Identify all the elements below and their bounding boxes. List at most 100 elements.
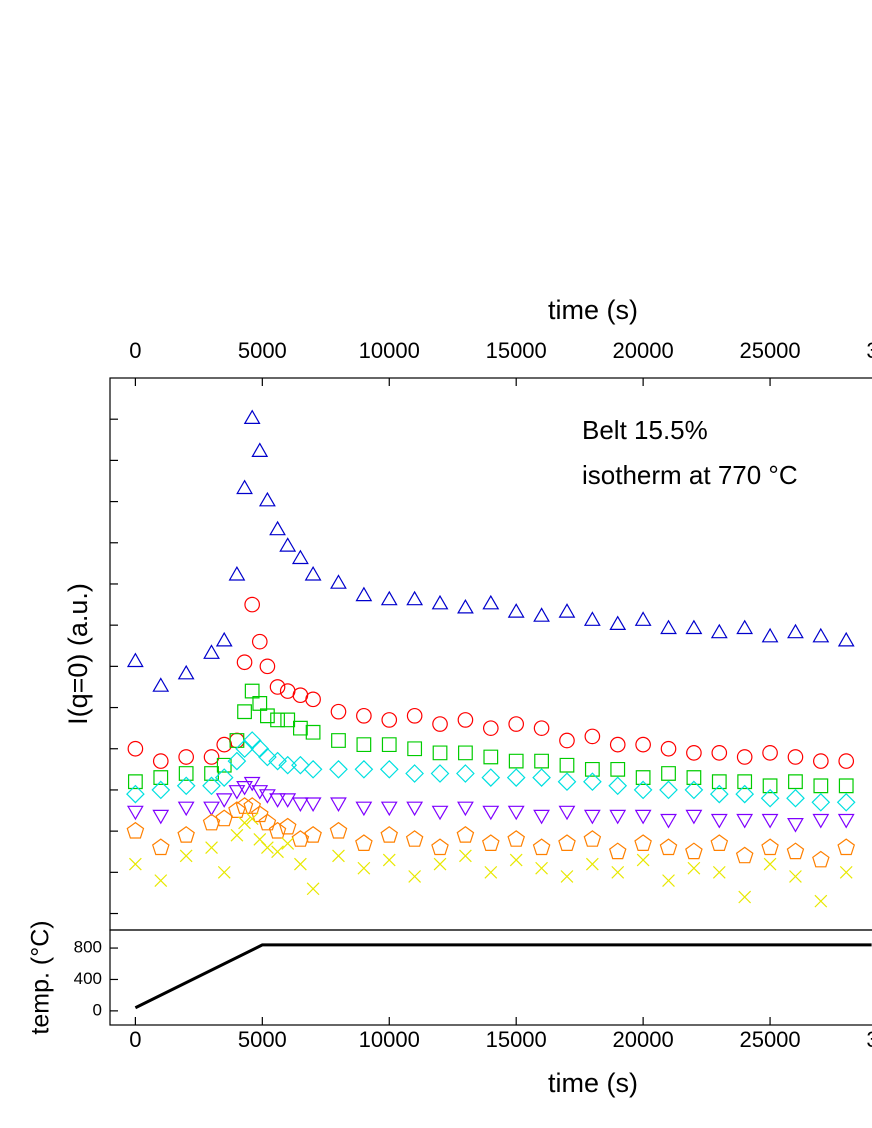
x-tick-label: 25000 — [739, 1027, 800, 1052]
y-axis-label: temp. (°C) — [27, 920, 55, 1034]
marker — [293, 720, 308, 736]
marker — [330, 797, 347, 813]
marker — [252, 696, 268, 711]
marker — [355, 586, 373, 602]
marker — [558, 603, 576, 618]
marker — [812, 627, 830, 643]
marker — [509, 853, 523, 867]
marker — [408, 870, 422, 883]
marker — [760, 788, 780, 808]
marker — [633, 780, 653, 800]
marker — [735, 846, 754, 864]
y-axis-label: I(q=0) (a.u.) — [63, 583, 93, 725]
marker — [268, 751, 287, 771]
marker — [482, 805, 500, 821]
marker — [203, 801, 220, 817]
marker — [430, 764, 450, 783]
marker — [558, 805, 576, 821]
marker — [244, 683, 260, 699]
marker — [355, 801, 373, 817]
marker — [270, 712, 285, 728]
marker — [236, 781, 253, 796]
marker — [380, 801, 398, 817]
marker — [176, 776, 196, 796]
marker — [659, 780, 678, 800]
marker — [611, 865, 625, 879]
marker — [583, 830, 602, 847]
marker — [154, 874, 168, 887]
marker — [381, 712, 398, 728]
x-tick-label: 25000 — [739, 338, 800, 363]
marker — [405, 764, 424, 783]
marker — [152, 677, 170, 692]
marker — [251, 785, 269, 800]
marker — [244, 596, 260, 613]
marker — [507, 805, 525, 821]
marker — [294, 857, 307, 871]
marker — [153, 770, 169, 785]
marker — [215, 793, 233, 808]
marker — [432, 716, 448, 732]
marker — [736, 749, 753, 765]
marker — [584, 761, 600, 777]
x-tick-label: 15000 — [486, 338, 547, 363]
marker — [533, 809, 550, 825]
marker — [762, 745, 778, 761]
marker — [178, 766, 194, 781]
y-tick-label: 400 — [74, 969, 102, 988]
marker — [202, 813, 221, 831]
marker — [534, 753, 549, 769]
marker — [227, 751, 247, 771]
marker — [229, 733, 245, 748]
marker — [634, 611, 652, 626]
marker — [660, 619, 677, 635]
marker — [258, 789, 276, 804]
marker — [686, 770, 702, 785]
marker — [787, 818, 804, 833]
marker — [559, 757, 575, 773]
marker — [269, 679, 286, 695]
marker — [243, 409, 261, 424]
marker — [686, 745, 702, 761]
marker — [812, 813, 830, 829]
marker — [237, 704, 252, 720]
marker — [814, 894, 828, 908]
marker — [684, 780, 704, 800]
marker — [236, 654, 253, 670]
marker — [508, 753, 524, 769]
marker — [356, 737, 372, 753]
marker — [330, 703, 347, 720]
marker — [484, 865, 498, 879]
plot-frame — [109, 929, 872, 1026]
marker — [329, 759, 348, 779]
marker — [837, 631, 855, 647]
marker — [634, 809, 652, 825]
marker — [151, 838, 170, 856]
marker — [839, 865, 853, 879]
marker — [258, 747, 277, 767]
marker — [482, 594, 500, 610]
x-tick-label: 15000 — [486, 1027, 547, 1052]
marker — [242, 731, 262, 750]
marker — [259, 658, 276, 675]
marker — [661, 766, 676, 781]
marker — [659, 838, 678, 856]
marker — [736, 619, 754, 635]
marker — [687, 861, 701, 875]
marker — [762, 778, 778, 794]
marker — [761, 627, 779, 643]
marker — [202, 776, 221, 796]
marker — [559, 732, 575, 749]
marker — [406, 590, 424, 606]
x-tick-label: 30000 — [866, 1027, 872, 1052]
marker — [608, 842, 627, 860]
marker — [787, 749, 804, 765]
marker — [356, 708, 372, 724]
marker — [228, 785, 246, 800]
marker — [178, 749, 194, 765]
marker — [610, 761, 626, 777]
marker — [269, 793, 286, 808]
marker — [291, 755, 310, 775]
marker — [533, 607, 550, 622]
marker — [609, 615, 627, 630]
